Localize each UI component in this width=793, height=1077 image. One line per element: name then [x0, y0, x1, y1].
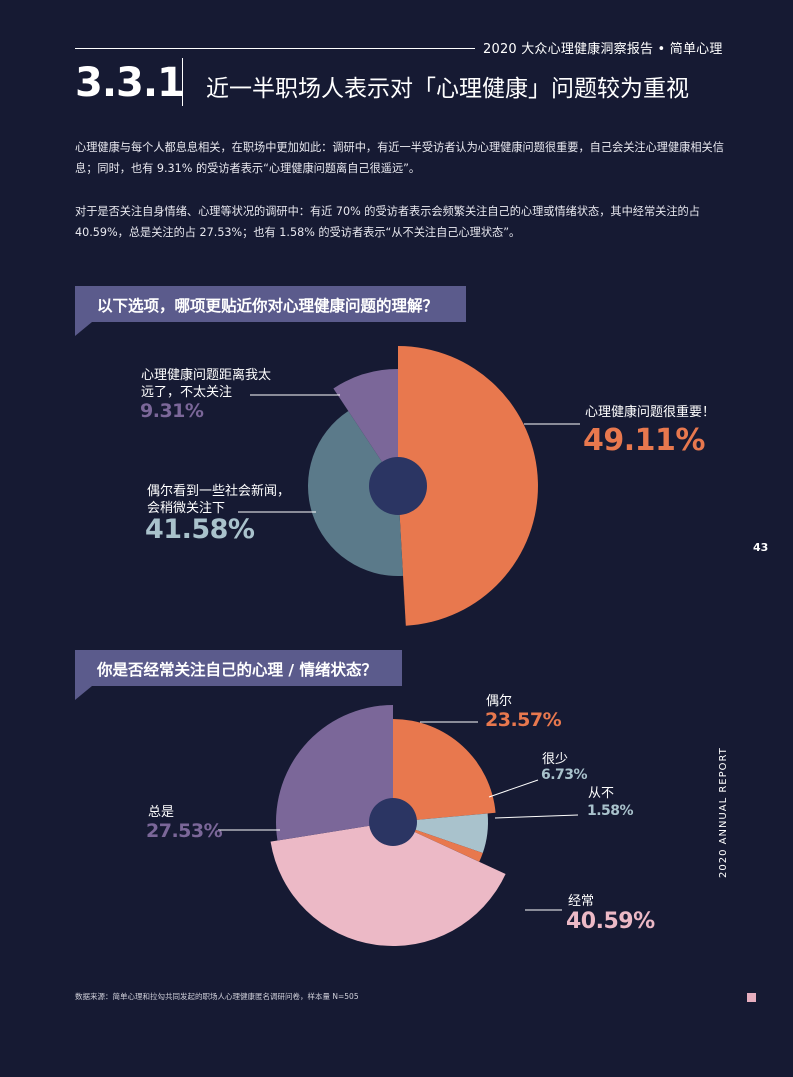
header-brand: 2020 大众心理健康洞察报告 • 简单心理 — [483, 42, 723, 57]
question-bar-1 — [75, 286, 466, 336]
c2-pct-sometimes: 23.57% — [485, 709, 562, 731]
question-bar-2 — [75, 650, 402, 700]
c1-slice-2 — [307, 410, 404, 577]
leader-lines — [218, 394, 580, 911]
chart-1 — [307, 346, 538, 626]
c1-slice-3 — [333, 369, 398, 486]
chart-2 — [270, 705, 506, 947]
c2-label-often: 经常 — [568, 894, 595, 909]
c1-label-far-line2: 远了，不太关注 — [141, 385, 233, 400]
section-divider — [182, 58, 183, 106]
leader-c2-s3 — [494, 814, 579, 819]
c1-slice-1 — [398, 346, 538, 626]
side-label: 2020 ANNUAL REPORT — [718, 747, 729, 878]
section-title: 近一半职场人表示对「心理健康」问题较为重视 — [206, 76, 689, 102]
c2-slice-5 — [276, 705, 393, 841]
header-rule — [75, 48, 475, 49]
c2-slice-4 — [270, 822, 506, 947]
c1-center-hub — [369, 457, 427, 515]
c2-pct-never: 1.58% — [587, 803, 634, 819]
c2-pct-always: 27.53% — [146, 820, 223, 842]
c1-label-far-line1: 心理健康问题距离我太 — [141, 368, 272, 383]
leader-c2-s2 — [488, 779, 539, 798]
c2-center-hub — [369, 798, 417, 846]
c1-label-important: 心理健康问题很重要！ — [585, 405, 716, 420]
page-number: 43 — [753, 541, 769, 554]
c2-pct-rarely: 6.73% — [541, 767, 588, 783]
c2-label-rarely: 很少 — [542, 752, 569, 767]
c2-pct-often: 40.59% — [566, 909, 655, 934]
side-label-marker — [747, 993, 756, 1002]
data-source-footer: 数据来源：简单心理和拉勾共同发起的职场人心理健康匿名调研问卷，样本量 N=505 — [75, 992, 359, 1001]
intro-paragraph-2: 对于是否关注自身情绪、心理等状况的调研中：有近 70% 的受访者表示会频繁关注自… — [75, 205, 700, 239]
c2-slice-3 — [393, 822, 483, 862]
c2-label-never: 从不 — [588, 786, 615, 801]
question-2-title: 你是否经常关注自己的心理 / 情绪状态？ — [97, 661, 377, 679]
section-number: 3.3.1 — [75, 60, 185, 106]
intro-paragraph-1: 心理健康与每个人都息息相关，在职场中更加如此：调研中，有近一半受访者认为心理健康… — [75, 141, 724, 175]
c1-pct-important: 49.11% — [583, 423, 705, 458]
c2-label-sometimes: 偶尔 — [486, 694, 513, 709]
c1-label-news-line2: 会稍微关注下 — [147, 501, 226, 516]
question-1-title: 以下选项，哪项更贴近你对心理健康问题的理解？ — [97, 297, 439, 315]
c1-label-news-line1: 偶尔看到一些社会新闻， — [147, 484, 291, 499]
c2-slice-1 — [393, 719, 496, 822]
c1-pct-far: 9.31% — [140, 400, 204, 422]
c2-label-always: 总是 — [148, 805, 175, 820]
c1-pct-news: 41.58% — [145, 514, 255, 545]
